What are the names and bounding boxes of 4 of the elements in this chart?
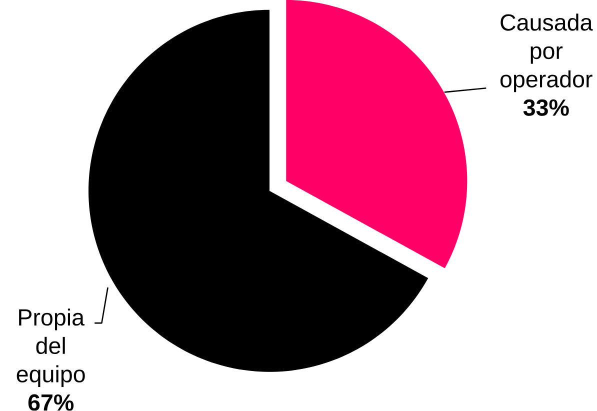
slice-label: Propia del equipo (16, 308, 85, 388)
slice-label: Causada por operador (500, 14, 593, 92)
data-label: 67% (28, 394, 74, 411)
data-label: 33% (523, 99, 569, 116)
